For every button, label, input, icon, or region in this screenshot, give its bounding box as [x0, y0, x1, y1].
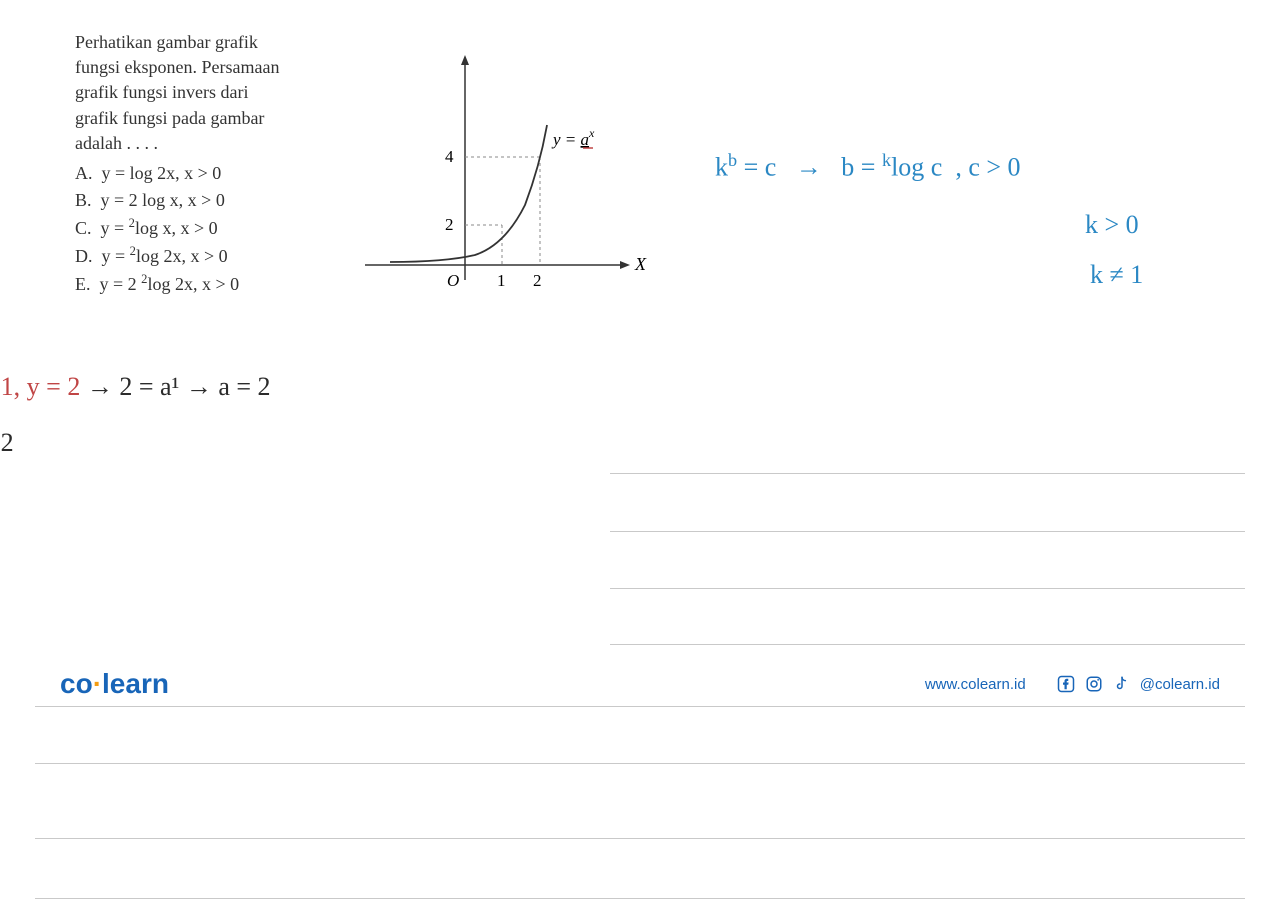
y-tick-2: 2 [445, 215, 454, 234]
y-tick-4: 4 [445, 147, 454, 166]
instagram-icon [1084, 674, 1104, 694]
footer-right: www.colearn.id @colearn.id [925, 674, 1220, 694]
exponential-curve [390, 125, 547, 262]
work-red-text: x = 1, y = 2 [0, 372, 80, 401]
social-handle: @colearn.id [1140, 676, 1220, 693]
tiktok-icon [1112, 674, 1132, 694]
social-icons: @colearn.id [1056, 674, 1220, 694]
x-tick-1: 1 [497, 271, 506, 290]
note-condition-1: k > 0 [1085, 210, 1139, 240]
curve-label: y = ax [551, 126, 595, 149]
graph-svg: Y X O 2 4 1 2 y = ax [365, 50, 665, 330]
facebook-icon [1056, 674, 1076, 694]
y-axis-label: Y [460, 50, 472, 54]
work-black-text: → 2 = a¹ → a = 2 [80, 372, 270, 401]
handwriting-work-line2: y = 2 [0, 428, 14, 458]
exponential-graph: Y X O 2 4 1 2 y = ax [365, 50, 665, 335]
footer: co·learn www.colearn.id @colearn.id [0, 668, 1280, 700]
note-condition-2: k ≠ 1 [1090, 260, 1143, 290]
note-formula: kb = c → b = klog c , c > 0 [715, 150, 1021, 183]
x-axis-label: X [634, 254, 647, 274]
colearn-logo: co·learn [60, 668, 169, 700]
website-url: www.colearn.id [925, 676, 1026, 693]
origin-label: O [447, 271, 459, 290]
handwriting-work-line1: x = 1, y = 2 → 2 = a¹ → a = 2 [0, 372, 271, 402]
x-tick-2: 2 [533, 271, 542, 290]
